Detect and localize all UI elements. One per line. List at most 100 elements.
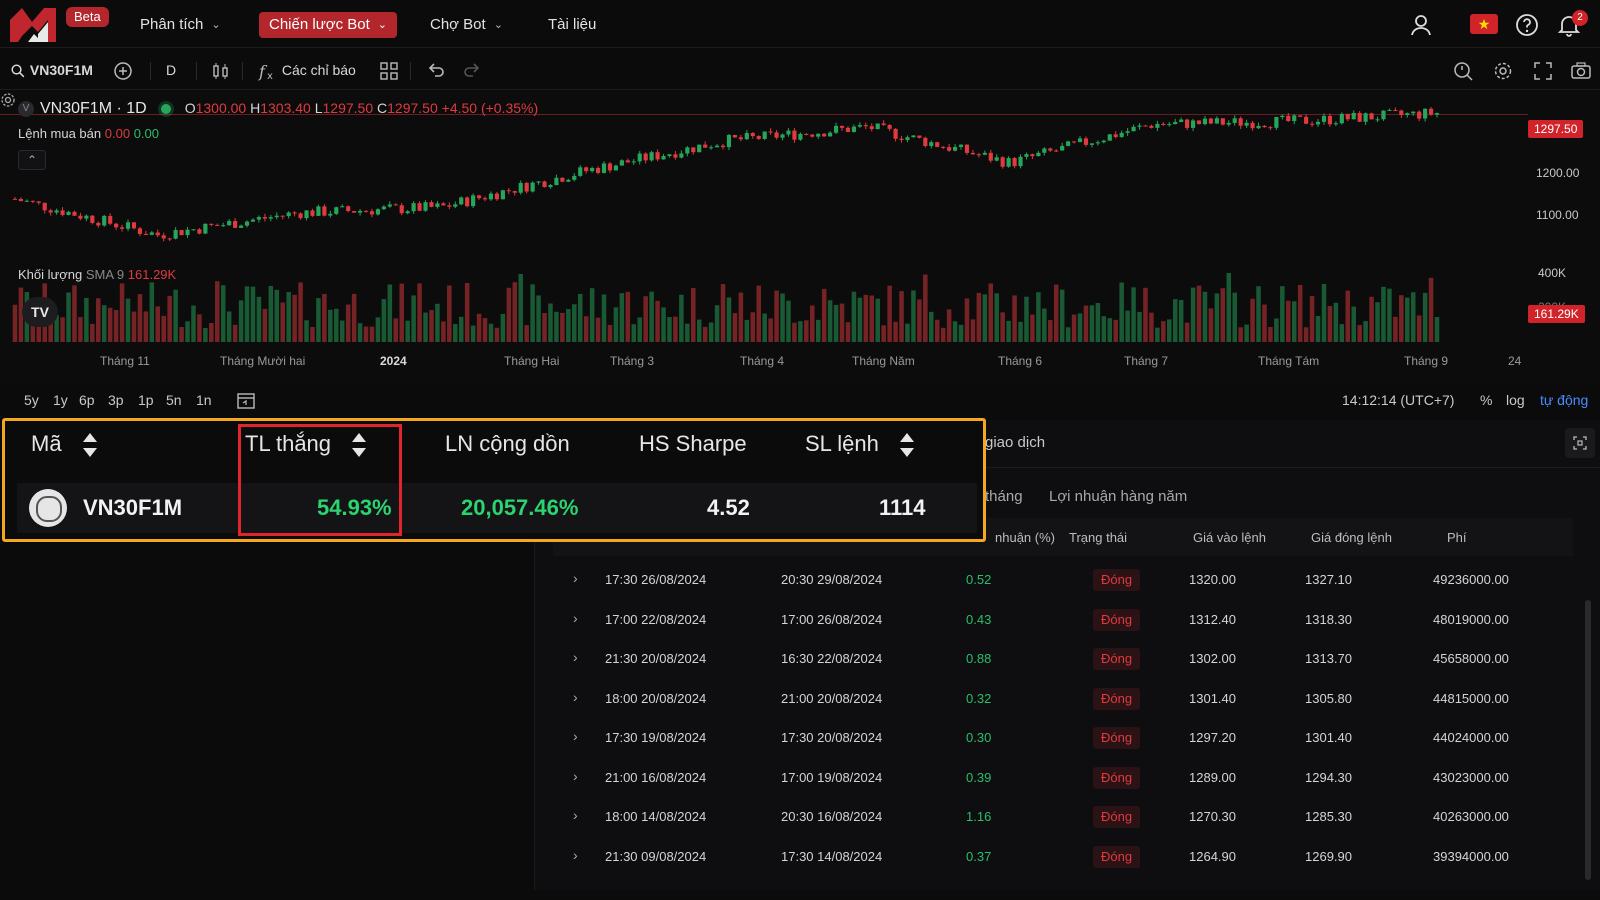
range-bar: 5y 1y 6p 3p 1p 5n 1n 14:12:14 (UTC+7) % … <box>0 384 1600 418</box>
undo-icon[interactable] <box>424 58 446 82</box>
percent-scale-toggle[interactable]: % <box>1480 392 1493 408</box>
table-row[interactable]: › 21:30 20/08/2024 16:30 22/08/2024 0.88 Đón… <box>553 639 1573 679</box>
log-scale-toggle[interactable]: log <box>1506 392 1525 408</box>
expand-row-chevron-icon[interactable]: › <box>573 649 578 665</box>
candle <box>274 212 279 220</box>
range-5n[interactable]: 5n <box>166 392 182 408</box>
price-chart[interactable]: V VN30F1M · 1D O1300.00 H1303.40 L1297.50 … <box>0 92 1600 382</box>
user-icon[interactable] <box>1408 12 1434 38</box>
table-row[interactable]: › 21:30 09/08/2024 17:30 14/08/2024 0.37 Đón… <box>553 837 1573 877</box>
compare-add-icon[interactable] <box>112 58 134 82</box>
candle <box>1274 116 1279 131</box>
sort-icon[interactable] <box>351 432 367 458</box>
settings-gear-icon[interactable] <box>1492 58 1514 82</box>
quick-search-icon[interactable] <box>1452 58 1474 82</box>
trades-scrollbar[interactable] <box>1585 600 1591 880</box>
expand-row-chevron-icon[interactable]: › <box>573 609 578 626</box>
camera-snapshot-icon[interactable] <box>1570 58 1592 82</box>
expand-row-chevron-icon[interactable]: › <box>573 767 578 784</box>
candle <box>1101 139 1106 144</box>
range-5y[interactable]: 5y <box>24 392 39 408</box>
nav-cho-bot[interactable]: Chợ Bot ⌄ <box>430 12 503 38</box>
volume-bar <box>286 292 291 342</box>
col-fee[interactable]: Phí <box>1447 530 1467 545</box>
volume-bar <box>155 306 161 342</box>
sort-icon[interactable] <box>82 432 98 458</box>
col-profit[interactable]: nhuận (%) <box>995 530 1055 545</box>
tradingview-logo-icon[interactable]: TV <box>22 297 58 327</box>
fullscreen-icon[interactable] <box>1532 58 1554 82</box>
range-6p[interactable]: 6p <box>79 392 95 408</box>
volume-bar <box>393 318 399 342</box>
candle <box>387 201 392 208</box>
price-axis-label: 1100.00 <box>1536 208 1579 222</box>
header-cumulative-profit[interactable]: LN cộng dồn <box>445 431 570 456</box>
header-win-rate[interactable]: TL thắng <box>245 431 367 458</box>
layout-grid-icon[interactable] <box>378 58 400 82</box>
range-1n[interactable]: 1n <box>196 392 212 408</box>
volume-bar <box>613 307 619 342</box>
expand-row-chevron-icon[interactable]: › <box>573 807 578 823</box>
table-row[interactable]: › 17:00 22/08/2024 17:00 26/08/2024 0.43 Đón… <box>553 600 1573 640</box>
candle <box>1089 143 1095 148</box>
nav-tai-lieu[interactable]: Tài liệu <box>548 12 596 38</box>
symbol-search[interactable]: VN30F1M <box>10 58 93 82</box>
sort-icon[interactable] <box>899 432 915 458</box>
candle <box>958 144 964 150</box>
nav-label: Phân tích <box>140 16 204 33</box>
range-3p[interactable]: 3p <box>108 392 124 408</box>
expand-panel-icon[interactable] <box>1565 428 1595 458</box>
col-status[interactable]: Trạng thái <box>1069 530 1128 545</box>
nav-phan-tich[interactable]: Phân tích ⌄ <box>140 12 221 38</box>
expand-row-chevron-icon[interactable]: › <box>573 570 578 586</box>
table-row[interactable]: › 17:30 19/08/2024 17:30 20/08/2024 0.30 Đón… <box>553 718 1573 758</box>
interval-button[interactable]: D <box>166 62 177 78</box>
expand-row-chevron-icon[interactable]: › <box>573 728 578 744</box>
status-badge: Đóng <box>1093 648 1141 670</box>
table-row[interactable]: › 18:00 14/08/2024 20:30 16/08/2024 1.16 Đón… <box>553 797 1573 837</box>
header-order-count[interactable]: SL lệnh <box>805 431 915 458</box>
tab-trade-history[interactable]: giao dịch <box>985 434 1046 451</box>
auto-scale-toggle[interactable]: tự động <box>1540 392 1589 408</box>
volume-bar <box>595 317 601 342</box>
table-row[interactable]: › 21:00 16/08/2024 17:00 19/08/2024 0.39 Đón… <box>553 758 1573 798</box>
range-1y[interactable]: 1y <box>53 392 68 408</box>
table-row[interactable]: › 18:00 20/08/2024 21:00 20/08/2024 0.32 Đón… <box>553 679 1573 719</box>
candle <box>952 144 958 152</box>
volume-bar <box>738 292 744 342</box>
volume-bar <box>667 317 672 342</box>
col-exit-price[interactable]: Giá đóng lệnh <box>1311 530 1392 545</box>
table-row[interactable]: › 17:30 26/08/2024 20:30 29/08/2024 0.52 Đón… <box>553 560 1573 600</box>
candle <box>1375 116 1380 123</box>
axis-settings-icon[interactable] <box>0 92 16 108</box>
summary-row[interactable]: VN30F1M 54.93% 20,057.46% 4.52 1114 <box>17 483 977 533</box>
orders-value-1: 0.00 <box>104 126 131 141</box>
volume-bar <box>131 311 137 342</box>
volume-bar <box>1268 327 1273 342</box>
volume-bar <box>1161 321 1166 342</box>
tab-yearly-profit[interactable]: Lợi nhuận hàng năm <box>1049 488 1188 505</box>
header-sharpe[interactable]: HS Sharpe <box>639 431 747 456</box>
header-symbol[interactable]: Mã <box>31 431 98 458</box>
vietnam-flag-icon[interactable]: ★ <box>1470 14 1498 34</box>
expand-row-chevron-icon[interactable]: › <box>573 846 578 863</box>
date-range-calendar-icon[interactable] <box>236 390 256 410</box>
tab-monthly[interactable]: tháng <box>985 488 1023 505</box>
candle <box>1262 125 1267 128</box>
candle <box>1411 111 1416 116</box>
redo-icon[interactable] <box>462 58 484 82</box>
expand-row-chevron-icon[interactable]: › <box>573 688 578 705</box>
volume-bar <box>143 311 149 342</box>
candle <box>637 150 642 165</box>
brand-logo-icon[interactable] <box>8 6 60 44</box>
range-1p[interactable]: 1p <box>138 392 154 408</box>
candle <box>60 207 65 217</box>
chart-canvas[interactable] <box>0 92 1600 382</box>
nav-chien-luoc-bot[interactable]: Chiến lược Bot ⌄ <box>259 12 397 38</box>
help-icon[interactable] <box>1514 12 1540 38</box>
volume-bar <box>310 327 315 342</box>
collapse-legend-button[interactable]: ⌃ <box>18 150 46 170</box>
candle-style-icon[interactable] <box>210 58 232 82</box>
col-entry-price[interactable]: Giá vào lệnh <box>1193 530 1266 545</box>
